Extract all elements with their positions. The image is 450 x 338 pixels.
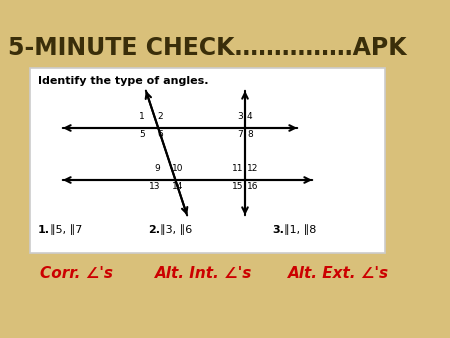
- Text: ∥1, ∥8: ∥1, ∥8: [284, 224, 316, 235]
- Text: 2.: 2.: [148, 225, 160, 235]
- Text: Identify the type of angles.: Identify the type of angles.: [38, 76, 208, 86]
- Text: 16: 16: [247, 182, 258, 191]
- Text: ∥3, ∥6: ∥3, ∥6: [160, 224, 192, 235]
- Text: 10: 10: [172, 164, 184, 173]
- Text: 14: 14: [172, 182, 184, 191]
- Text: 15: 15: [231, 182, 243, 191]
- Text: 5-MINUTE CHECK……………APK: 5-MINUTE CHECK……………APK: [8, 36, 407, 60]
- Text: Alt. Ext. ∠'s: Alt. Ext. ∠'s: [288, 266, 389, 281]
- Text: 12: 12: [247, 164, 258, 173]
- Text: 1: 1: [139, 112, 145, 121]
- Text: 3: 3: [237, 112, 243, 121]
- Text: 11: 11: [231, 164, 243, 173]
- Text: 3.: 3.: [272, 225, 284, 235]
- Text: 2: 2: [157, 112, 162, 121]
- Text: Alt. Int. ∠'s: Alt. Int. ∠'s: [155, 266, 252, 281]
- Text: 6: 6: [157, 130, 163, 139]
- Text: 9: 9: [154, 164, 160, 173]
- Text: 1.: 1.: [38, 225, 50, 235]
- FancyBboxPatch shape: [30, 68, 385, 253]
- Text: 5: 5: [139, 130, 145, 139]
- Text: 7: 7: [237, 130, 243, 139]
- Text: 4: 4: [247, 112, 252, 121]
- Text: ∥5, ∥7: ∥5, ∥7: [50, 224, 82, 235]
- Text: 13: 13: [148, 182, 160, 191]
- Text: Corr. ∠'s: Corr. ∠'s: [40, 266, 113, 281]
- Text: 8: 8: [247, 130, 253, 139]
